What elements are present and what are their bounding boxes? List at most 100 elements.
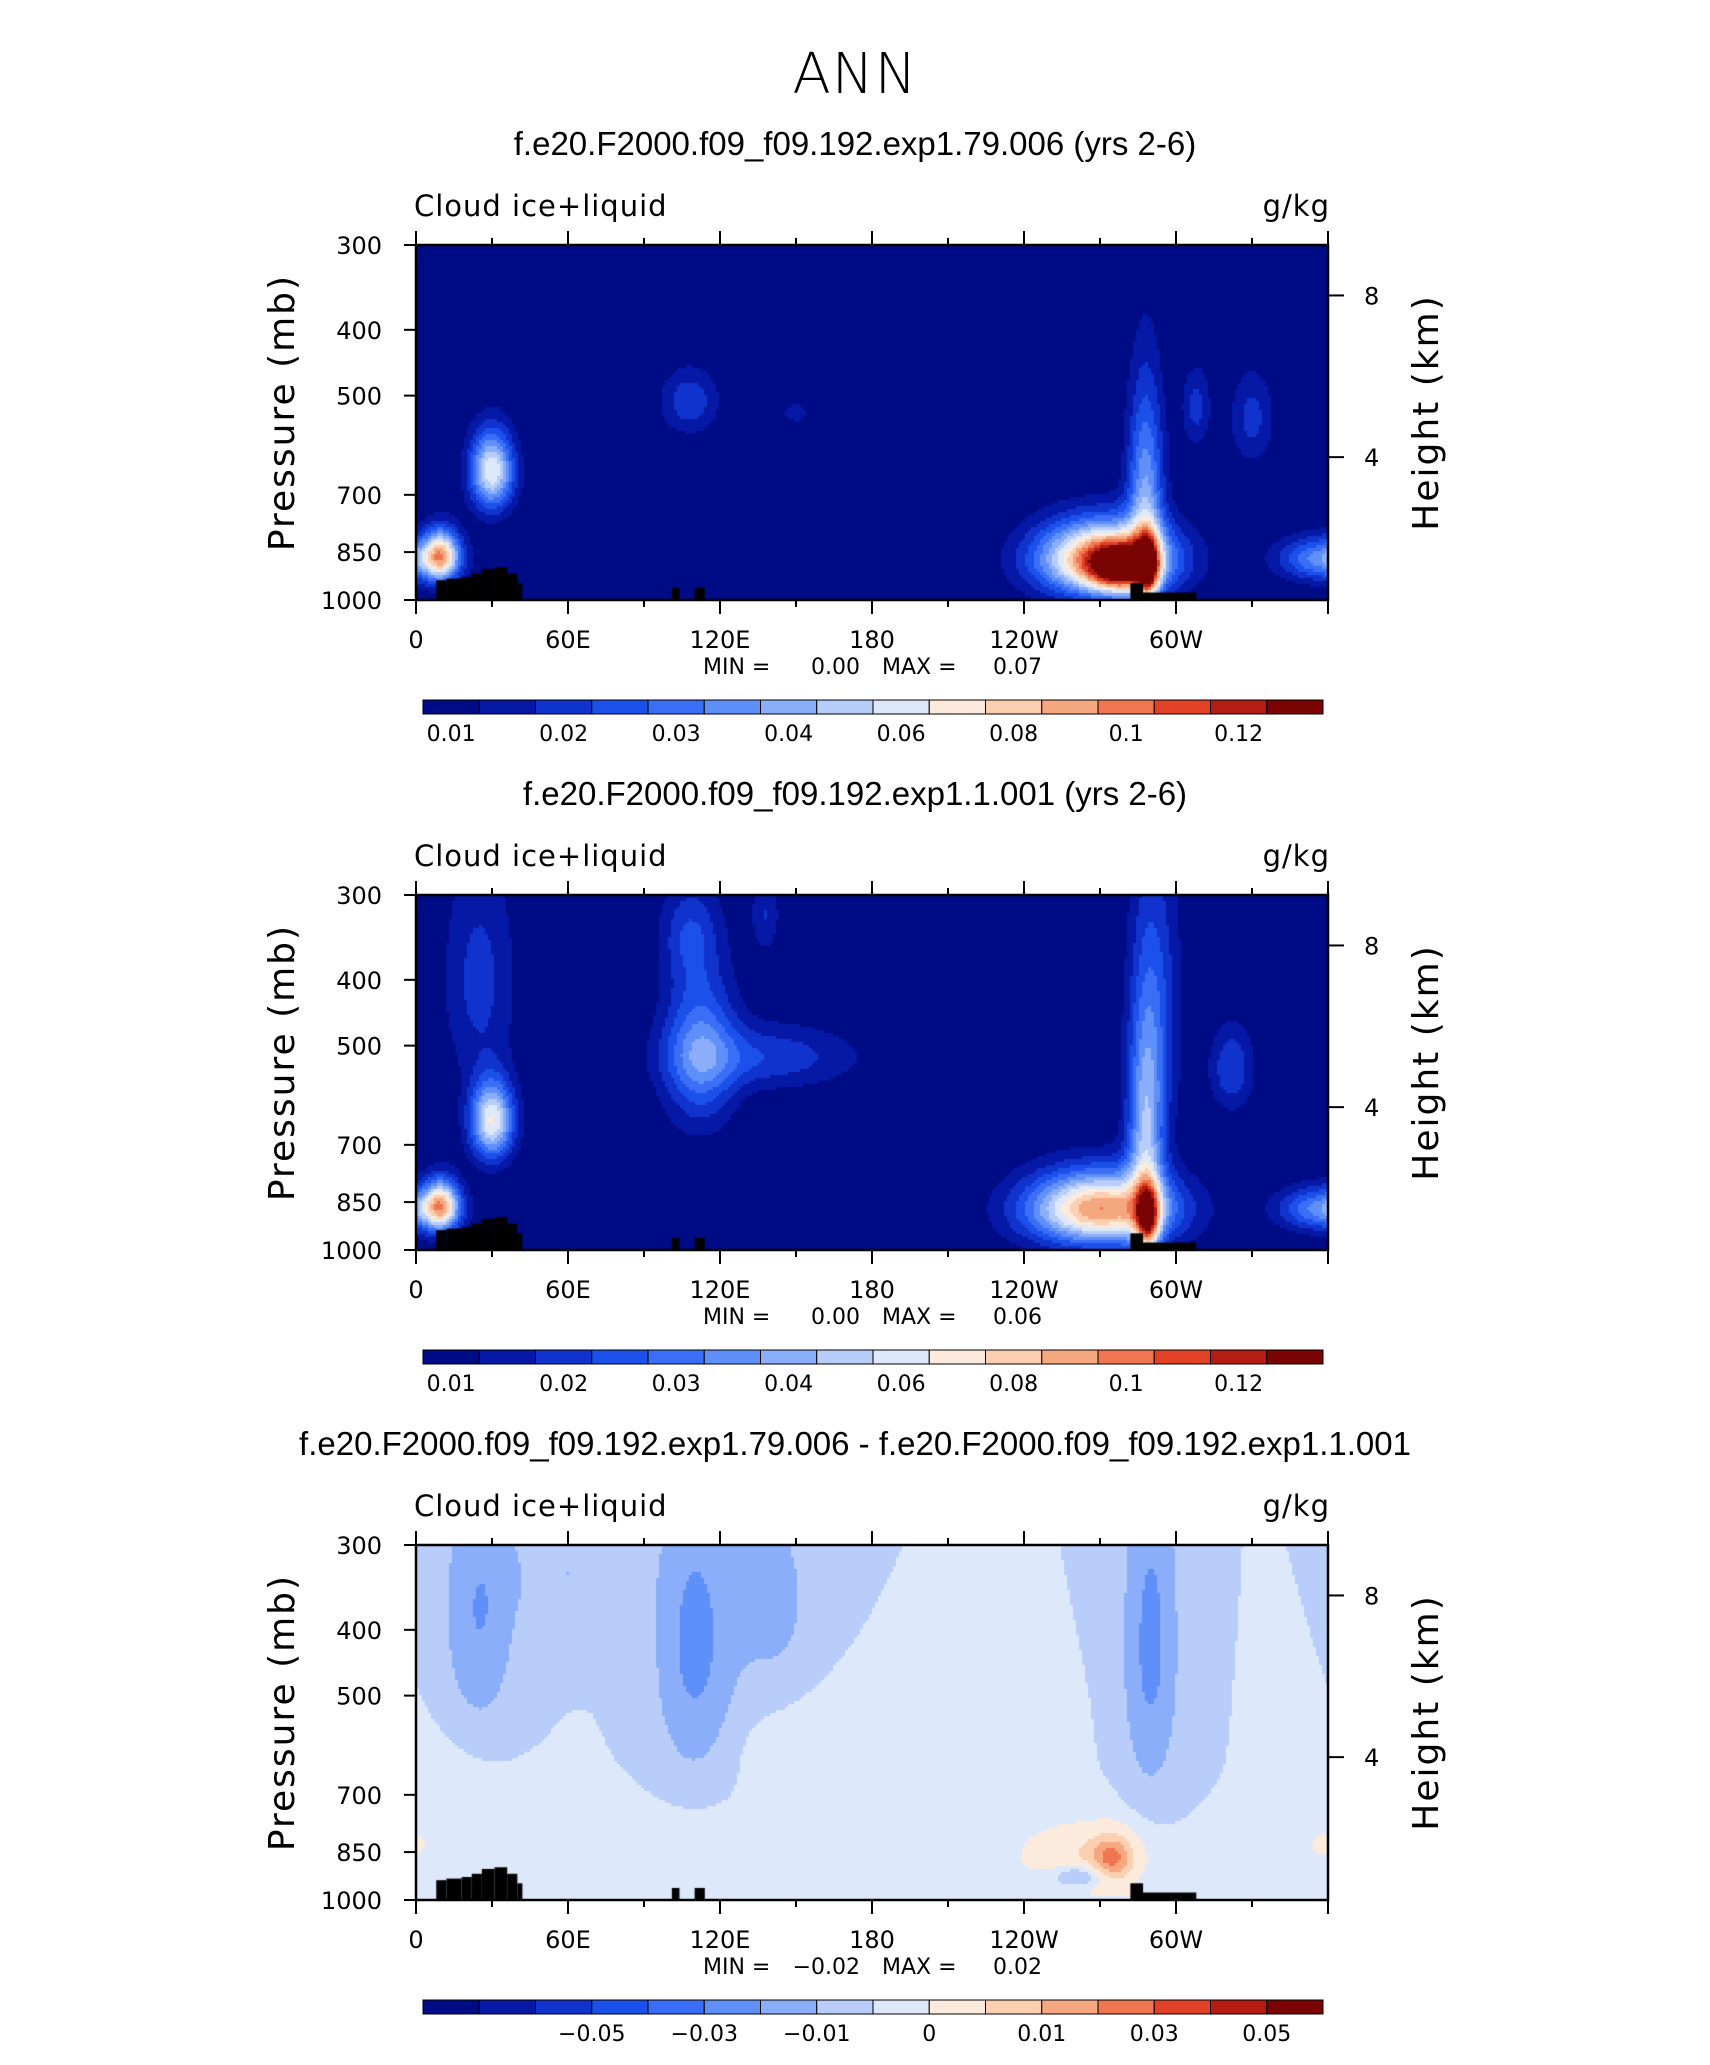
x-tick-label: 120W: [989, 626, 1059, 654]
max-label: MAX =: [882, 1955, 957, 1980]
colorbar-swatch: [985, 1349, 1043, 1365]
y-tick-label: 850: [336, 1189, 382, 1217]
x-tick-label: 120W: [989, 1926, 1059, 1954]
chart-svg: f.e20.F2000.f09_f09.192.exp1.79.006 (yrs…: [262, 125, 1447, 747]
colorbar-swatch: [816, 1349, 874, 1365]
x-tick-label: 60W: [1149, 1276, 1203, 1304]
y-tick-label: 400: [336, 317, 382, 345]
colorbar-swatch: [928, 1999, 986, 2015]
colorbar-label: 0.1: [1109, 722, 1144, 747]
units-label: g/kg: [1263, 1489, 1330, 1523]
x-tick-label: 60E: [545, 626, 591, 654]
colorbar-swatch: [1210, 1999, 1268, 2015]
y-axis-title: Pressure (mb): [262, 274, 303, 551]
colorbar-label: 0.06: [877, 722, 926, 747]
x-tick-label: 0: [408, 1276, 423, 1304]
colorbar-swatch: [985, 1999, 1043, 2015]
colorbar-label: 0.05: [1242, 2022, 1291, 2047]
chart-title: f.e20.F2000.f09_f09.192.exp1.79.006 - f.…: [299, 1425, 1411, 1462]
y-axis-title: Pressure (mb): [262, 1574, 303, 1851]
colorbar-swatch: [760, 1349, 818, 1365]
x-tick-label: 120E: [690, 1276, 751, 1304]
units-label: g/kg: [1263, 839, 1330, 873]
colorbar-swatch: [1210, 1349, 1268, 1365]
x-tick-label: 120W: [989, 1276, 1059, 1304]
colorbar-swatch: [928, 1349, 986, 1365]
x-tick-label: 60E: [545, 1276, 591, 1304]
colorbar-label: −0.01: [783, 2022, 850, 2047]
y-axis-title: Pressure (mb): [262, 924, 303, 1201]
colorbar-label: 0.1: [1109, 1372, 1144, 1397]
x-tick-label: 60E: [545, 1926, 591, 1954]
y-tick-label: 850: [336, 539, 382, 567]
colorbar-swatch: [478, 699, 536, 715]
y-tick-label: 1000: [321, 1887, 382, 1915]
y2-axis-title: Height (km): [1406, 944, 1447, 1180]
y-tick-label: 1000: [321, 1237, 382, 1265]
x-tick-label: 0: [408, 1926, 423, 1954]
y-tick-label: 400: [336, 1617, 382, 1645]
x-tick-label: 180: [849, 626, 895, 654]
colorbar-label: 0.08: [989, 1372, 1038, 1397]
colorbar-label: 0.01: [427, 722, 476, 747]
colorbar-swatch: [1266, 699, 1324, 715]
colorbar-label: 0.04: [764, 1372, 813, 1397]
colorbar-swatch: [928, 699, 986, 715]
colorbar-label: 0.03: [1130, 2022, 1179, 2047]
colorbar-label: 0.12: [1214, 722, 1263, 747]
y-tick-label: 500: [336, 1033, 382, 1061]
colorbar-label: 0.02: [539, 1372, 588, 1397]
colorbar-swatch: [760, 1999, 818, 2015]
colorbar-swatch: [535, 1349, 593, 1365]
y2-tick-label: 4: [1364, 1094, 1379, 1122]
colorbar-swatch: [1153, 1999, 1211, 2015]
colorbar-swatch: [1210, 699, 1268, 715]
colorbar-swatch: [422, 1999, 480, 2015]
y-tick-label: 1000: [321, 587, 382, 615]
y-tick-label: 500: [336, 1683, 382, 1711]
colorbar-swatch: [647, 1999, 705, 2015]
colorbar-swatch: [647, 699, 705, 715]
y-tick-label: 300: [336, 882, 382, 910]
colorbar-swatch: [703, 699, 761, 715]
colorbar-swatch: [1266, 1999, 1324, 2015]
colorbar-swatch: [1153, 1349, 1211, 1365]
colorbar-swatch: [816, 1999, 874, 2015]
colorbar-swatch: [985, 699, 1043, 715]
y-tick-label: 400: [336, 967, 382, 995]
y-tick-label: 500: [336, 383, 382, 411]
x-tick-label: 180: [849, 1276, 895, 1304]
page-title: ANN: [792, 42, 918, 107]
y2-axis-title: Height (km): [1406, 294, 1447, 530]
colorbar-swatch: [1266, 1349, 1324, 1365]
colorbar-swatch: [872, 699, 930, 715]
chart-title: f.e20.F2000.f09_f09.192.exp1.1.001 (yrs …: [523, 775, 1187, 812]
y-tick-label: 300: [336, 1532, 382, 1560]
colorbar-swatch: [1153, 699, 1211, 715]
colorbar-swatch: [760, 699, 818, 715]
colorbar-label: 0.08: [989, 722, 1038, 747]
max-value: 0.06: [993, 1305, 1042, 1330]
colorbar-label: −0.05: [558, 2022, 625, 2047]
colorbar-swatch: [1041, 1999, 1099, 2015]
min-label: MIN =: [703, 1955, 770, 1980]
colorbar-label: 0.01: [1017, 2022, 1066, 2047]
y2-tick-label: 8: [1364, 932, 1379, 960]
colorbar-label: 0.03: [652, 722, 701, 747]
chart-panel-2: f.e20.F2000.f09_f09.192.exp1.1.001 (yrs …: [0, 760, 1710, 1410]
colorbar-label: 0.06: [877, 1372, 926, 1397]
y2-tick-label: 8: [1364, 1582, 1379, 1610]
chart-svg: f.e20.F2000.f09_f09.192.exp1.1.001 (yrs …: [262, 775, 1447, 1397]
variable-label: Cloud ice+liquid: [414, 1489, 668, 1523]
colorbar-label: 0: [922, 2022, 936, 2047]
contour-field: [416, 895, 1328, 1250]
contour-field: [416, 245, 1328, 600]
min-value: −0.02: [793, 1955, 860, 1980]
colorbar-swatch: [703, 1999, 761, 2015]
colorbar-swatch: [1097, 1349, 1155, 1365]
colorbar-swatch: [1041, 699, 1099, 715]
colorbar-label: −0.03: [671, 2022, 738, 2047]
colorbar-swatch: [478, 1349, 536, 1365]
colorbar-swatch: [1041, 1349, 1099, 1365]
colorbar-label: 0.04: [764, 722, 813, 747]
